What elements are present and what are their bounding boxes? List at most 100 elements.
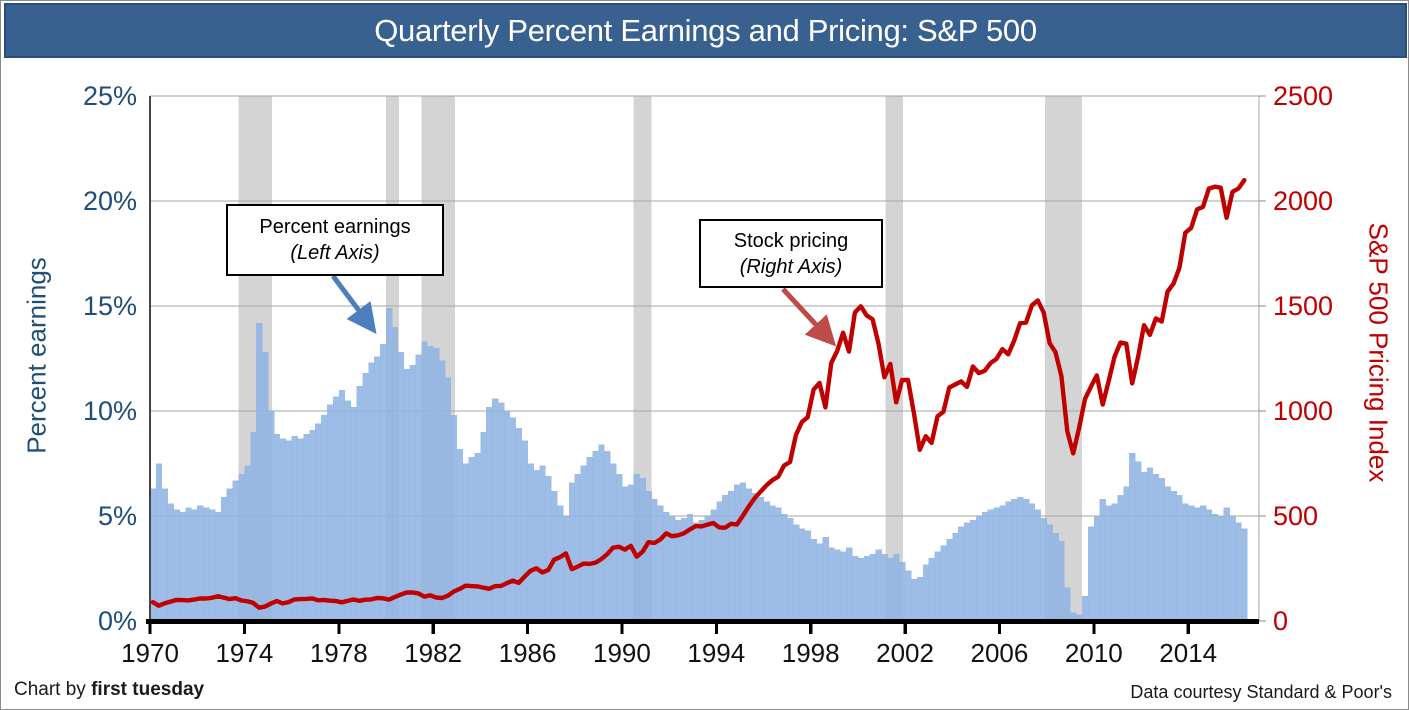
earnings-bar <box>928 558 935 621</box>
earnings-bar <box>203 507 210 621</box>
earnings-bar <box>999 505 1006 621</box>
earnings-bar <box>515 427 523 621</box>
earnings-bar <box>568 482 576 621</box>
x-axis-tick-label: 1986 <box>499 638 557 668</box>
earnings-bar <box>745 488 753 621</box>
x-axis-tick <box>997 621 1002 634</box>
earnings-bar <box>675 520 682 621</box>
x-axis-tick-label: 2006 <box>971 638 1029 668</box>
x-axis-line <box>146 619 1259 624</box>
right-axis-tick-label: 0 <box>1273 606 1288 636</box>
earnings-bar <box>610 463 617 621</box>
earnings-bar <box>557 505 564 621</box>
earnings-bar <box>657 505 664 621</box>
earnings-bar <box>1034 509 1042 621</box>
earnings-bar <box>385 308 393 621</box>
earnings-bar <box>421 341 428 621</box>
earnings-bar <box>297 438 304 621</box>
earnings-bar <box>857 558 865 621</box>
earnings-bar <box>1028 503 1036 621</box>
earnings-bar <box>969 520 977 621</box>
earnings-bar <box>987 509 994 621</box>
earnings-bar <box>1052 532 1059 621</box>
footer-credit-prefix: Chart by <box>14 679 92 700</box>
earnings-bar <box>362 373 369 621</box>
earnings-bar <box>309 429 316 621</box>
earnings-bar <box>279 438 287 621</box>
earnings-bar <box>580 465 587 621</box>
earnings-bar <box>468 457 475 621</box>
earnings-bar <box>498 402 505 621</box>
earnings-bar <box>1217 516 1225 621</box>
earnings-bar <box>326 404 334 621</box>
earnings-bar <box>1023 499 1030 621</box>
earnings-bar <box>875 549 882 621</box>
earnings-bar <box>621 486 629 621</box>
callout-stock-pricing: Stock pricing (Right Axis) <box>699 219 883 288</box>
earnings-bar <box>775 507 782 621</box>
x-axis-tick-label: 1974 <box>215 638 273 668</box>
x-axis-tick-label: 1990 <box>593 638 651 668</box>
x-axis-tick-label: 1994 <box>687 638 745 668</box>
earnings-bar <box>1176 495 1183 621</box>
earnings-bar <box>946 539 953 621</box>
earnings-bar <box>521 440 528 621</box>
earnings-bar <box>663 511 670 621</box>
x-axis-tick-label: 2002 <box>876 638 934 668</box>
earnings-bar <box>1087 526 1095 621</box>
earnings-bar <box>551 490 558 621</box>
earnings-bar <box>1135 461 1142 621</box>
callout-pricing-line2: (Right Axis) <box>739 255 843 278</box>
earnings-bar <box>1164 486 1171 621</box>
earnings-bar <box>975 516 983 621</box>
earnings-bar <box>1170 490 1177 621</box>
earnings-bar <box>804 530 812 621</box>
earnings-bar <box>1082 595 1089 621</box>
x-axis-tick-label: 2010 <box>1065 638 1123 668</box>
earnings-bar <box>480 432 487 621</box>
earnings-bar <box>893 553 900 621</box>
earnings-bar <box>539 465 546 621</box>
earnings-bar <box>1158 478 1166 621</box>
earnings-bar <box>733 484 741 621</box>
earnings-bar <box>586 457 593 621</box>
earnings-bar <box>840 551 847 621</box>
earnings-bar <box>1146 467 1154 621</box>
earnings-bar <box>1211 513 1219 621</box>
earnings-bar <box>1105 505 1112 621</box>
earnings-bar <box>651 499 658 621</box>
earnings-bar <box>1005 501 1012 621</box>
earnings-bar <box>1076 614 1083 621</box>
right-axis-tick-label: 1000 <box>1273 396 1333 426</box>
earnings-bar <box>1046 524 1053 621</box>
earnings-bar <box>167 503 174 621</box>
earnings-bar <box>686 513 694 621</box>
x-axis-tick <box>242 621 247 634</box>
right-axis-tick-label: 2000 <box>1273 186 1333 216</box>
price-line <box>150 178 1247 610</box>
callout-earnings-line2: (Left Axis) <box>290 242 380 264</box>
earnings-bar <box>214 511 222 621</box>
earnings-bar <box>415 354 422 621</box>
earnings-bar <box>250 432 257 621</box>
earnings-bar <box>816 543 823 621</box>
x-axis-tick <box>620 621 624 634</box>
earnings-bar <box>692 522 700 621</box>
earnings-bar <box>285 440 292 621</box>
right-axis-title: S&P 500 Pricing Index <box>1363 222 1394 483</box>
earnings-bar <box>533 469 540 621</box>
earnings-bar <box>1064 587 1071 621</box>
earnings-bar <box>450 415 458 621</box>
earnings-bar <box>981 511 989 621</box>
earnings-bar <box>433 348 440 621</box>
chart-title: Quarterly Percent Earnings and Pricing: … <box>374 12 1037 48</box>
x-axis-tick <box>431 621 435 634</box>
left-axis-tick-label: 20% <box>83 186 137 216</box>
earnings-bar <box>256 322 263 621</box>
earnings-bar <box>197 505 204 621</box>
earnings-bar <box>958 526 965 621</box>
earnings-bar <box>905 570 912 621</box>
earnings-bar <box>244 465 251 621</box>
